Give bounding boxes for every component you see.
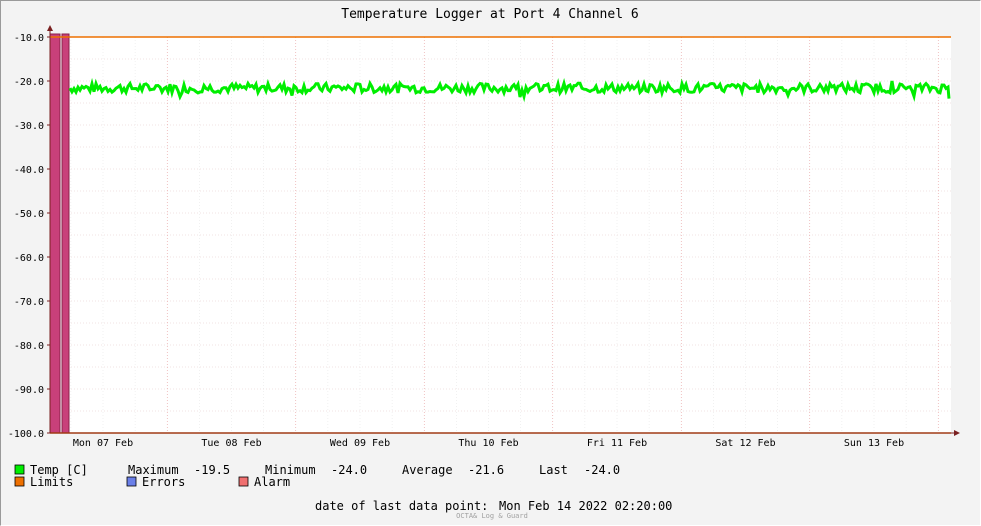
legend-swatch-temp [14, 464, 25, 475]
legend-maximum-label: Maximum [128, 463, 179, 477]
legend-maximum-value: -19.5 [194, 463, 230, 477]
y-tick-label: -10.0 [14, 33, 44, 44]
last-data-point-label: date of last data point: [315, 499, 488, 513]
x-tick-label: Sun 13 Feb [844, 438, 904, 449]
y-tick-label: -20.0 [14, 77, 44, 88]
y-tick-label: -30.0 [14, 121, 44, 132]
y-tick-label: -50.0 [14, 209, 44, 220]
y-tick-label: -90.0 [14, 385, 44, 396]
legend-minimum-label: Minimum [265, 463, 316, 477]
temp-series [68, 77, 951, 103]
alarm-bar [49, 33, 61, 434]
legend-swatch-errors [126, 476, 137, 487]
x-tick-label: Mon 07 Feb [73, 438, 133, 449]
y-axis-arrow [47, 25, 53, 31]
legend-last-value: -24.0 [584, 463, 620, 477]
y-tick-label: -80.0 [14, 341, 44, 352]
watermark: OCTA& Log & Guard [456, 512, 528, 520]
legend-alarm-label: Alarm [254, 475, 290, 489]
last-data-point-value: Mon Feb 14 2022 02:20:00 [499, 499, 672, 513]
legend-errors-label: Errors [142, 475, 185, 489]
legend-limits-label: Limits [30, 475, 73, 489]
legend-minimum-value: -24.0 [331, 463, 367, 477]
legend-swatch-limits [14, 476, 25, 487]
alarm-bars [49, 33, 70, 434]
legend-temp-label: Temp [C] [30, 463, 88, 477]
y-tick-label: -70.0 [14, 297, 44, 308]
x-tick-label: Wed 09 Feb [330, 438, 390, 449]
y-tick-label: -100.0 [8, 429, 44, 440]
legend-average-label: Average [402, 463, 453, 477]
temp-line [68, 77, 951, 103]
x-tick-label: Sat 12 Feb [715, 438, 775, 449]
legend-average-value: -21.6 [468, 463, 504, 477]
x-tick-label: Thu 10 Feb [458, 438, 518, 449]
chart-title: Temperature Logger at Port 4 Channel 6 [341, 7, 638, 22]
x-tick-label: Tue 08 Feb [201, 438, 261, 449]
y-axis-ticks: -10.0 -20.0 -30.0 -40.0 -50.0 -60.0 -70.0 -80.0… [8, 33, 50, 440]
y-tick-label: -40.0 [14, 165, 44, 176]
x-tick-label: Fri 11 Feb [587, 438, 647, 449]
legend-last-label: Last [539, 463, 568, 477]
legend-swatch-alarm [238, 476, 249, 487]
x-axis-ticks: Mon 07 Feb Tue 08 Feb Wed 09 Feb Thu 10 Feb… [73, 438, 904, 449]
x-axis-arrow [954, 430, 960, 436]
alarm-bar [61, 33, 70, 434]
axes [47, 25, 960, 436]
y-tick-label: -60.0 [14, 253, 44, 264]
